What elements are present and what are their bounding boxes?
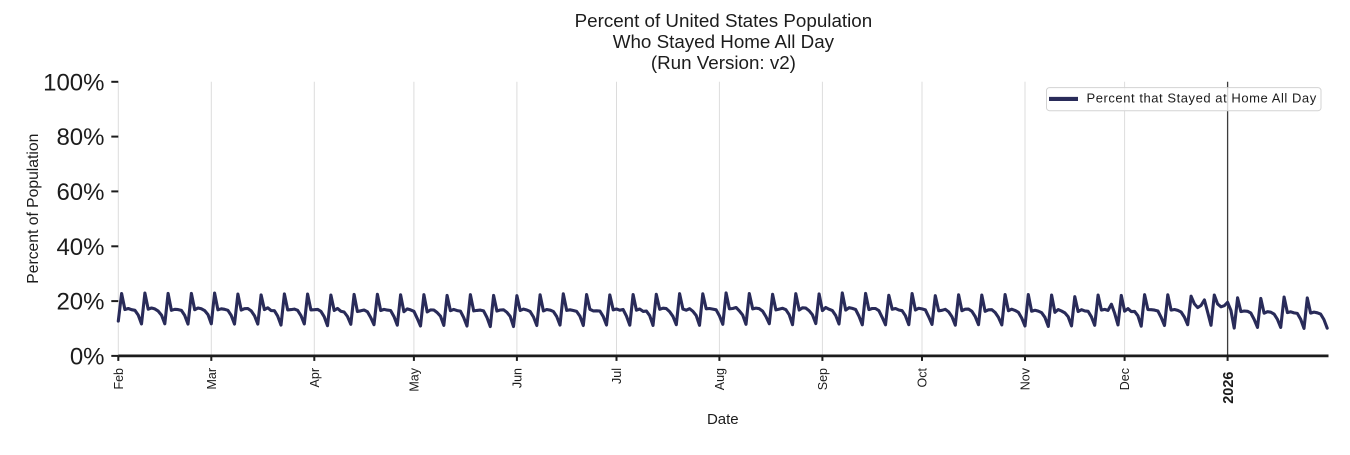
svg-text:Sep: Sep [816, 368, 830, 390]
svg-text:(Run Version: v2): (Run Version: v2) [651, 52, 796, 73]
svg-text:Percent of United States Popul: Percent of United States Population [575, 10, 873, 31]
svg-text:Oct: Oct [916, 367, 930, 387]
svg-text:Date: Date [707, 411, 739, 428]
svg-text:Nov: Nov [1019, 367, 1033, 390]
svg-text:20%: 20% [56, 289, 104, 316]
svg-text:Feb: Feb [112, 368, 126, 390]
svg-text:40%: 40% [56, 234, 104, 261]
svg-text:60%: 60% [56, 179, 104, 206]
svg-text:Apr: Apr [308, 368, 322, 387]
svg-text:Jun: Jun [511, 368, 525, 388]
svg-text:May: May [408, 367, 422, 391]
svg-text:100%: 100% [43, 69, 104, 96]
svg-text:Percent that Stayed at Home Al: Percent that Stayed at Home All Day [1087, 91, 1317, 106]
svg-text:Jul: Jul [610, 368, 624, 384]
svg-text:Dec: Dec [1118, 368, 1132, 390]
svg-text:2026: 2026 [1221, 372, 1237, 404]
svg-text:Aug: Aug [713, 368, 727, 390]
svg-text:Mar: Mar [205, 368, 219, 390]
svg-text:0%: 0% [70, 344, 105, 371]
svg-text:80%: 80% [56, 124, 104, 151]
svg-text:Percent of Population: Percent of Population [25, 134, 42, 284]
svg-text:Who Stayed Home All Day: Who Stayed Home All Day [613, 31, 835, 52]
